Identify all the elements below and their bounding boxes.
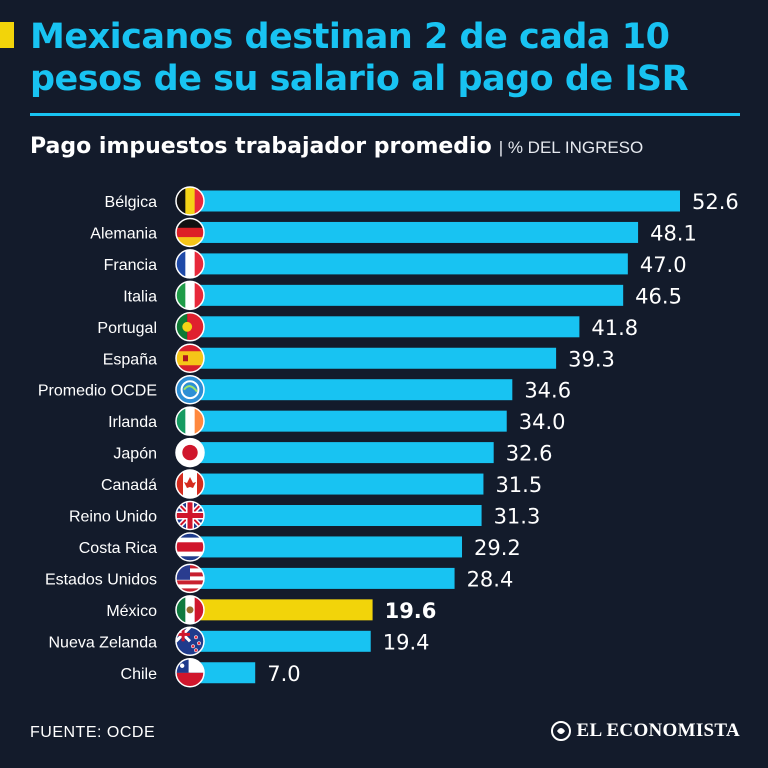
bar-portugal (190, 316, 580, 338)
value-label: 34.6 (524, 379, 571, 403)
category-label: Alemania (90, 225, 157, 242)
category-label: Costa Rica (79, 540, 157, 557)
flag-ring (175, 595, 205, 625)
oecd-flag-icon (176, 375, 204, 404)
category-label: España (103, 351, 157, 368)
flag-ring (175, 343, 205, 373)
brand-name: EL ECONOMISTA (576, 720, 740, 741)
value-label: 52.6 (692, 190, 739, 214)
category-label: Bélgica (105, 194, 158, 211)
ireland-flag-icon (176, 407, 204, 436)
canada-flag-icon (176, 470, 204, 499)
bar-méxico (190, 599, 373, 621)
bar-alemania (190, 221, 639, 243)
category-label: Estados Unidos (45, 571, 157, 588)
title-divider (30, 113, 740, 116)
bar-canadá (190, 473, 484, 495)
value-label: 28.4 (467, 567, 514, 591)
germany-flag-icon (176, 218, 204, 247)
value-label: 19.4 (383, 630, 430, 654)
flag-ring (175, 217, 205, 248)
category-label: Francia (104, 257, 157, 274)
value-label: 48.1 (650, 221, 697, 245)
category-label: México (106, 603, 157, 620)
chart-title: Mexicanos destinan 2 de cada 10 pesos de… (30, 17, 689, 99)
flag-ring (175, 312, 205, 342)
category-label: Chile (121, 666, 158, 683)
bar-españa (190, 347, 557, 369)
flag-ring (175, 249, 205, 279)
category-label: Promedio OCDE (38, 383, 157, 400)
flag-ring (175, 626, 205, 657)
value-label: 34.0 (519, 410, 566, 434)
category-label: Nueva Zelanda (48, 634, 157, 651)
portugal-flag-icon (176, 312, 204, 341)
new-zealand-flag-icon (176, 627, 204, 656)
title-accent-bar (0, 22, 14, 48)
value-label: 46.5 (635, 284, 682, 308)
bar-reino-unido (190, 505, 482, 526)
value-label: 39.3 (568, 347, 615, 371)
category-label: Japón (113, 446, 157, 463)
flag-ring (175, 437, 205, 468)
subtitle-unit: | % DEL INGRESO (498, 138, 644, 157)
value-label: 7.0 (267, 662, 300, 686)
bar-chile (190, 662, 256, 684)
flag-ring (175, 532, 205, 562)
value-label: 47.0 (640, 253, 687, 277)
japan-flag-icon (176, 438, 204, 467)
source-note: FUENTE: OCDE (30, 724, 156, 741)
spain-flag-icon (176, 344, 204, 373)
subtitle-main: Pago impuestos trabajador promedio (30, 134, 492, 159)
bar-estados-unidos (190, 567, 455, 589)
value-label: 31.5 (495, 473, 542, 497)
flag-ring (175, 374, 205, 405)
flag-ring (175, 500, 205, 531)
france-flag-icon (176, 249, 204, 278)
value-label: 19.6 (385, 599, 437, 623)
category-label: Portugal (97, 320, 157, 337)
flag-ring (175, 658, 205, 688)
costa-rica-flag-icon (176, 532, 204, 561)
bar-promedio-ocde (190, 379, 513, 401)
bar-costa-rica (190, 536, 463, 558)
value-label: 29.2 (474, 536, 521, 560)
category-label: Italia (123, 288, 157, 305)
uk-flag-icon (176, 501, 204, 530)
bar-francia (190, 253, 628, 275)
bar-nueva-zelanda (190, 630, 371, 652)
category-label: Canadá (101, 477, 157, 494)
bar-bélgica (190, 190, 680, 212)
value-label: 32.6 (506, 442, 553, 466)
italy-flag-icon (176, 281, 204, 310)
flag-ring (175, 186, 205, 216)
brand-mark-icon (550, 721, 571, 741)
flag-ring (175, 469, 205, 499)
flag-ring (175, 406, 205, 436)
bar-italia (190, 284, 624, 306)
bar-irlanda (190, 410, 507, 432)
category-label: Irlanda (108, 414, 157, 431)
value-label: 31.3 (494, 505, 541, 529)
belgium-flag-icon (176, 187, 204, 215)
category-label: Reino Unido (69, 509, 157, 526)
mexico-flag-icon (176, 595, 204, 624)
bar-japón (190, 442, 494, 464)
value-label: 41.8 (591, 316, 638, 340)
brand-logo: EL ECONOMISTA (550, 720, 741, 742)
flag-ring (175, 563, 205, 594)
chart-subtitle: Pago impuestos trabajador promedio | % D… (30, 133, 643, 162)
flag-ring (175, 280, 205, 311)
